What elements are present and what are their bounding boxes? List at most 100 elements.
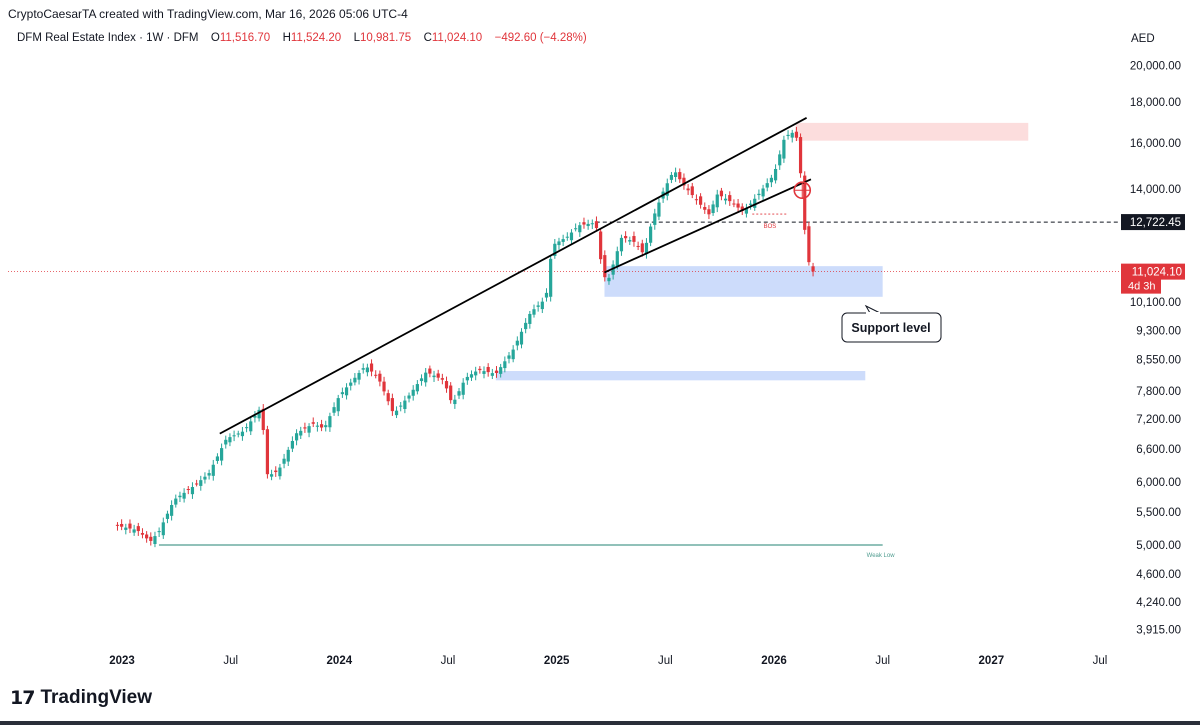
candle [519,328,524,349]
candle-body [499,367,503,374]
candle [678,168,682,183]
candle [128,519,132,534]
candle [511,345,515,363]
price-axis-tick: 7,800.00 [1136,386,1181,398]
tradingview-logo[interactable]: 17 TradingView [10,686,152,710]
candle [528,310,532,329]
chart-header-attribution: CryptoCaesarTA created with TradingView.… [8,7,408,21]
candle-body [686,188,690,191]
candle [469,370,474,381]
callout-gap [866,312,880,315]
candle-body [528,313,532,324]
candle-body [778,154,782,166]
candle [536,301,540,312]
candle [682,173,686,190]
candle [282,453,286,469]
candle-body [128,523,132,529]
candle [486,363,490,377]
candle [540,297,544,314]
candle [336,394,340,417]
candle-body [619,237,624,252]
candle-body [698,196,703,205]
candle-body [786,134,790,137]
time-axis-tick: 2023 [109,655,135,667]
candle-body [278,467,282,477]
candle [215,453,220,464]
candle [786,130,790,140]
candle-body [594,221,599,229]
currency-label[interactable]: AED [1131,33,1155,45]
candle-body [544,292,549,298]
candle [190,482,195,499]
demand-zone [495,371,866,381]
candle [653,208,657,230]
candle [657,198,661,221]
candle-body [240,431,245,437]
candle-body [469,374,474,378]
candle [773,164,778,184]
price-axis-tick: 6,000.00 [1136,477,1181,489]
candle-body [282,458,286,464]
candle [299,426,303,440]
candle-body [453,399,457,405]
candle [728,191,732,206]
bos-price-label: 12,722.45 [1121,214,1185,231]
candle [424,367,428,387]
time-axis-tick: Jul [875,655,890,667]
candle [549,255,553,302]
candle [195,479,199,487]
candle [707,205,711,220]
time-axis-tick: 2027 [979,655,1005,667]
candle [811,262,815,277]
candle [203,472,207,484]
candle-body [615,251,619,267]
candle [224,435,228,449]
candle [703,202,707,214]
candle-body [140,533,145,535]
open-label: O [210,32,220,44]
candle-body [274,470,278,473]
candle-body [457,391,461,396]
bos-price-label-text: 12,722.45 [1130,217,1181,229]
candle-body [407,395,411,399]
candle [649,223,653,247]
candle-body [490,373,494,376]
candle [482,366,486,379]
candle-body [715,194,719,208]
candle-body [557,241,561,246]
candle-body [236,433,240,435]
candle [590,219,594,230]
candle-body [419,378,424,382]
candle-body [299,430,303,436]
candle [474,366,478,381]
high-label: H [282,32,291,44]
candle [757,189,761,200]
candle [411,385,415,401]
candle-body [357,372,361,380]
candle [665,178,669,201]
candle [765,178,769,192]
candle [253,411,257,423]
symbol-name[interactable]: DFM Real Estate Index · 1W · DFM [17,32,199,44]
candle [349,378,353,391]
candle [503,356,507,373]
candle-body [190,487,195,495]
candle-body [732,203,736,205]
candle-body [369,363,374,372]
candle-body [503,361,507,369]
candle-body [599,231,603,260]
candle-body [378,373,382,382]
candle-body [703,207,707,210]
candle-body [653,213,657,225]
candle [382,376,386,396]
candle-body [415,384,419,392]
candle-body [349,382,353,386]
candle [499,363,503,378]
candle-body [761,188,765,197]
candle [557,237,561,250]
candle [407,392,411,403]
candle-body [332,407,336,413]
candle-body [511,349,515,360]
candle [711,200,715,216]
